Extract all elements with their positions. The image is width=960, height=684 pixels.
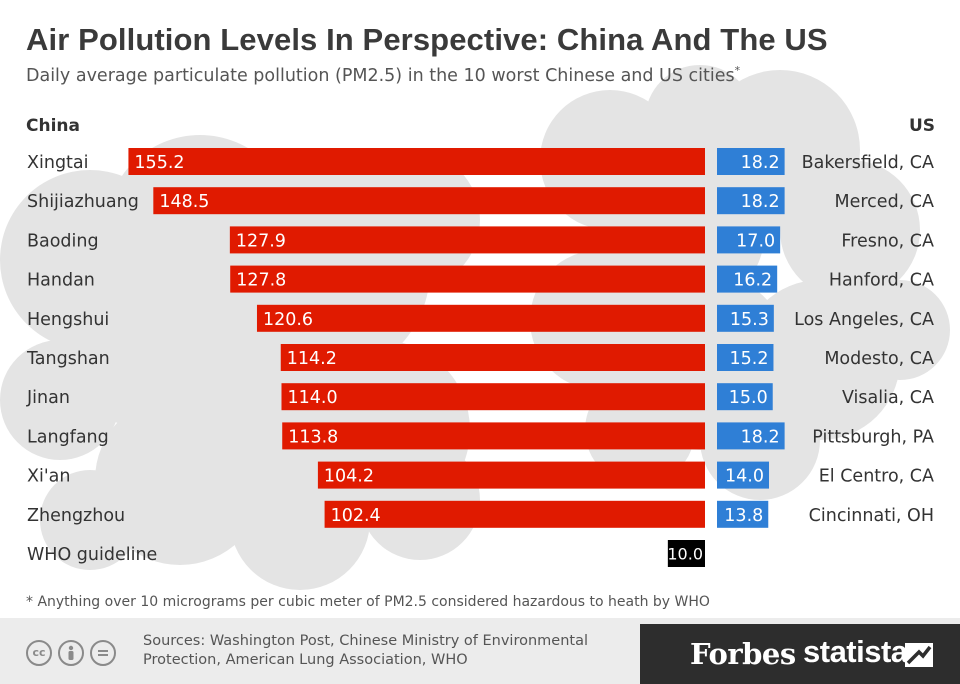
sources-text: Sources: Washington Post, Chinese Minist… <box>143 633 588 668</box>
creative-commons-icon: cc <box>26 640 52 666</box>
us-bar <box>717 422 785 450</box>
china-value-label: 155.2 <box>134 153 184 173</box>
subtitle-footnote-marker: * <box>734 64 741 77</box>
us-bar <box>717 500 769 528</box>
china-city-label: Langfang <box>27 427 109 447</box>
china-city-label: Tangshan <box>26 349 110 369</box>
us-bar <box>717 265 778 293</box>
us-value-label: 16.2 <box>733 271 772 291</box>
us-value-label: 18.2 <box>741 153 780 173</box>
us-bar <box>717 461 770 489</box>
china-value-label: 104.2 <box>324 467 374 487</box>
us-city-label: Hanford, CA <box>829 271 934 291</box>
china-value-label: 114.0 <box>287 388 337 408</box>
china-bar <box>324 500 705 528</box>
us-column-heading: US <box>908 116 935 136</box>
china-bar <box>229 226 705 254</box>
china-city-label: Handan <box>27 271 95 291</box>
us-city-label: Bakersfield, CA <box>802 153 934 173</box>
us-bar <box>717 148 785 175</box>
china-bar <box>282 422 705 450</box>
china-value-label: 127.9 <box>236 231 286 251</box>
china-bar <box>153 187 705 215</box>
us-value-label: 14.0 <box>725 467 764 487</box>
china-city-label: Baoding <box>27 231 99 251</box>
china-value-label: 127.8 <box>236 271 286 291</box>
guideline-value-label: 10.0 <box>667 545 703 564</box>
china-column-heading: China <box>26 116 80 136</box>
china-value-label: 114.2 <box>287 349 337 369</box>
china-city-label: Shijiazhuang <box>27 192 139 212</box>
us-bar <box>717 226 781 254</box>
china-bar <box>256 304 705 332</box>
guideline-label: WHO guideline <box>27 545 157 565</box>
us-value-label: 15.0 <box>729 388 768 408</box>
china-bar <box>281 383 705 411</box>
us-city-label: El Centro, CA <box>819 467 934 487</box>
us-city-label: Los Angeles, CA <box>794 310 934 330</box>
chart-title: Air Pollution Levels In Perspective: Chi… <box>26 22 828 57</box>
china-bar <box>280 344 705 371</box>
chart-subtitle: Daily average particulate pollution (PM2… <box>26 64 741 86</box>
us-value-label: 18.2 <box>741 192 780 212</box>
footnote: * Anything over 10 micrograms per cubic … <box>26 594 710 610</box>
us-value-label: 13.8 <box>724 506 763 526</box>
us-value-label: 15.2 <box>729 349 768 369</box>
china-city-label: Zhengzhou <box>27 506 125 526</box>
china-value-label: 102.4 <box>331 506 381 526</box>
us-city-label: Merced, CA <box>835 192 935 212</box>
china-city-label: Xi'an <box>27 467 70 487</box>
us-bar <box>717 344 774 371</box>
china-value-label: 120.6 <box>263 310 313 330</box>
us-bar <box>717 187 785 215</box>
us-value-label: 18.2 <box>741 427 780 447</box>
us-bar <box>717 304 774 332</box>
no-derivatives-icon <box>90 640 116 666</box>
china-city-label: Jinan <box>26 388 70 408</box>
attribution-icon <box>58 640 84 666</box>
china-bar <box>317 461 705 489</box>
china-bar <box>230 265 705 293</box>
us-city-label: Modesto, CA <box>824 349 934 369</box>
china-bar <box>128 148 705 175</box>
china-city-label: Hengshui <box>27 310 109 330</box>
china-value-label: 113.8 <box>288 427 338 447</box>
china-value-label: 148.5 <box>159 192 209 212</box>
statista-mark-icon <box>905 643 933 667</box>
us-city-label: Pittsburgh, PA <box>812 427 934 447</box>
us-value-label: 15.3 <box>730 310 769 330</box>
guideline-bar <box>667 540 705 567</box>
us-bar <box>717 383 773 411</box>
us-city-label: Fresno, CA <box>841 231 934 251</box>
statista-logo: statista <box>803 634 908 669</box>
us-city-label: Visalia, CA <box>842 388 934 408</box>
us-city-label: Cincinnati, OH <box>809 506 934 526</box>
us-value-label: 17.0 <box>736 231 775 251</box>
forbes-logo: Forbes <box>690 637 796 671</box>
china-city-label: Xingtai <box>27 153 89 173</box>
